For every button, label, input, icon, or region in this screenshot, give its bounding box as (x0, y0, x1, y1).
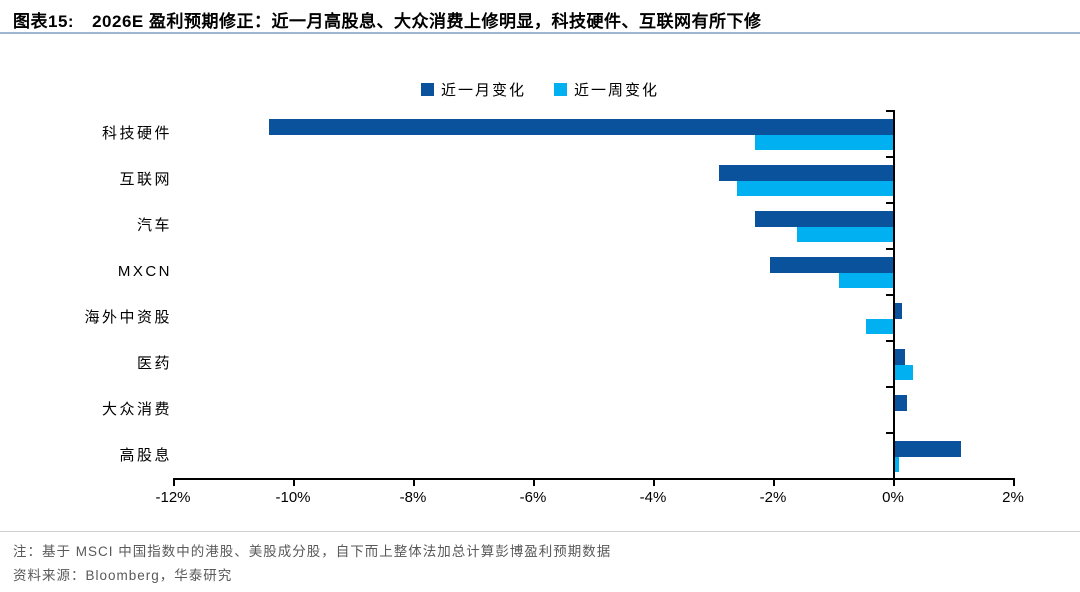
category-label: 互联网 (119, 171, 172, 188)
x-axis-tick (773, 480, 775, 486)
x-axis-tick (1013, 480, 1015, 486)
zero-axis-tick (886, 340, 893, 342)
category-label: 海外中资股 (84, 309, 172, 326)
figure-title-text: 2026E 盈利预期修正：近一月高股息、大众消费上修明显，科技硬件、互联网有所下… (92, 12, 762, 31)
bar-month (755, 211, 893, 227)
footnote-text: 注：基于 MSCI 中国指数中的港股、美股成分股，自下而上整体法加总计算彭博盈利… (13, 544, 612, 559)
category-label: 大众消费 (101, 401, 172, 418)
x-axis-tick-label: -8% (399, 489, 427, 506)
legend-swatch-week-icon (554, 83, 567, 96)
legend-item-month: 近一月变化 (420, 79, 526, 100)
bar-week (895, 457, 900, 472)
figure-title: 图表15: 2026E 盈利预期修正：近一月高股息、大众消费上修明显，科技硬件、互… (13, 7, 761, 32)
legend-label-week: 近一周变化 (574, 82, 660, 99)
x-axis-tick (413, 480, 415, 486)
zero-axis-tick (886, 156, 893, 158)
figure-label: 图表15: (13, 12, 75, 31)
legend-label-month: 近一月变化 (440, 82, 526, 99)
category-label: 汽车 (136, 217, 172, 234)
bar-month (269, 119, 893, 135)
x-axis-tick-label: -6% (519, 489, 547, 506)
bar-month (719, 165, 893, 181)
category-label: 科技硬件 (101, 125, 172, 142)
x-axis-tick (893, 480, 895, 486)
category-label: 高股息 (119, 447, 172, 464)
x-axis-tick-label: -4% (639, 489, 667, 506)
chart-legend: 近一月变化 近一周变化 (0, 79, 1080, 100)
bar-month (895, 395, 907, 411)
x-axis-tick-label: -2% (759, 489, 787, 506)
bar-week (755, 135, 893, 150)
bar-week (895, 365, 913, 380)
category-label: 医药 (136, 355, 172, 372)
bar-week (839, 273, 893, 288)
bar-week (866, 319, 893, 334)
footnote-divider (0, 531, 1080, 532)
legend-swatch-month-icon (420, 83, 434, 96)
x-axis-tick-label: 2% (1002, 489, 1024, 506)
zero-axis-tick (886, 432, 893, 434)
bar-week (737, 181, 893, 196)
source-text: 资料来源：Bloomberg，华泰研究 (13, 568, 233, 583)
zero-axis-tick (886, 386, 893, 388)
x-axis-line (173, 478, 1015, 480)
legend-item-week: 近一周变化 (554, 79, 659, 100)
zero-axis-tick (886, 294, 893, 296)
bar-month (770, 257, 893, 273)
x-axis-tick (533, 480, 535, 486)
bar-week (797, 227, 893, 242)
category-label: MXCN (117, 263, 172, 280)
zero-axis-tick (886, 202, 893, 204)
bar-month (895, 441, 961, 457)
zero-axis-tick (886, 248, 893, 250)
x-axis-tick-label: -10% (275, 489, 311, 506)
title-underline (0, 32, 1080, 34)
zero-axis-line (893, 110, 895, 478)
x-axis-tick (173, 480, 175, 486)
zero-axis-tick (886, 110, 893, 112)
bar-month (895, 303, 903, 319)
x-axis-tick (293, 480, 295, 486)
x-axis-tick-label: 0% (882, 489, 904, 506)
x-axis-tick-label: -12% (155, 489, 191, 506)
bar-month (895, 349, 906, 365)
x-axis-tick (653, 480, 655, 486)
